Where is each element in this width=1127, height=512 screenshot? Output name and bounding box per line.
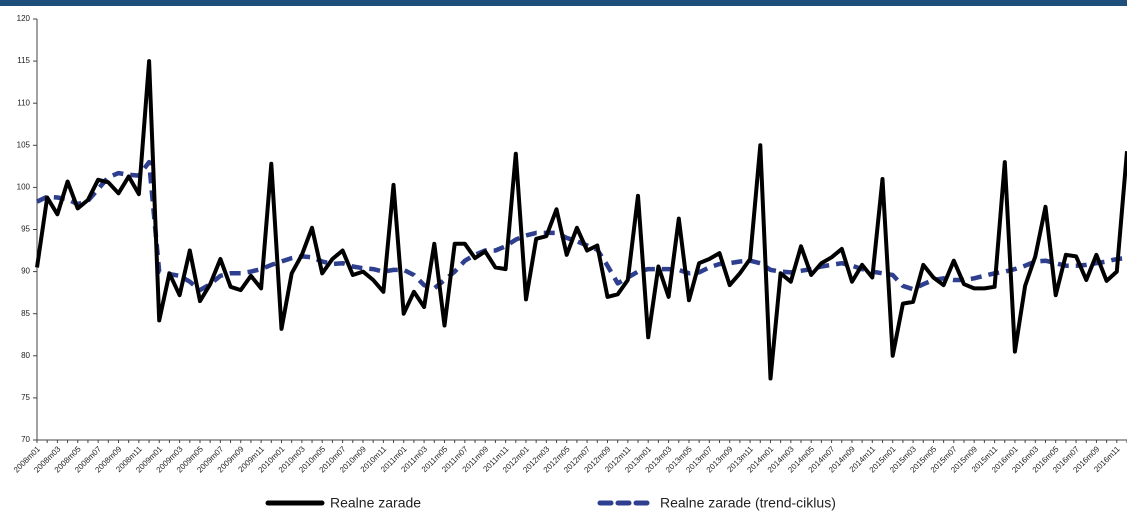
legend-label: Realne zarade — [330, 495, 421, 511]
y-tick-label: 115 — [17, 56, 30, 65]
top-bar — [0, 0, 1127, 6]
series-line — [36, 159, 1127, 293]
y-tick-label: 80 — [21, 351, 30, 360]
y-tick-label: 90 — [21, 267, 30, 276]
y-tick-label: 75 — [21, 393, 30, 402]
y-tick-label: 85 — [21, 309, 30, 318]
y-tick-label: 95 — [21, 225, 30, 234]
series-line — [35, 59, 1127, 381]
legend-label: Realne zarade (trend-ciklus) — [660, 495, 836, 511]
y-tick-label: 70 — [21, 435, 30, 444]
y-tick-label: 120 — [17, 14, 31, 23]
y-tick-label: 100 — [17, 183, 31, 192]
y-tick-label: 105 — [17, 140, 31, 149]
y-tick-label: 110 — [17, 98, 30, 107]
